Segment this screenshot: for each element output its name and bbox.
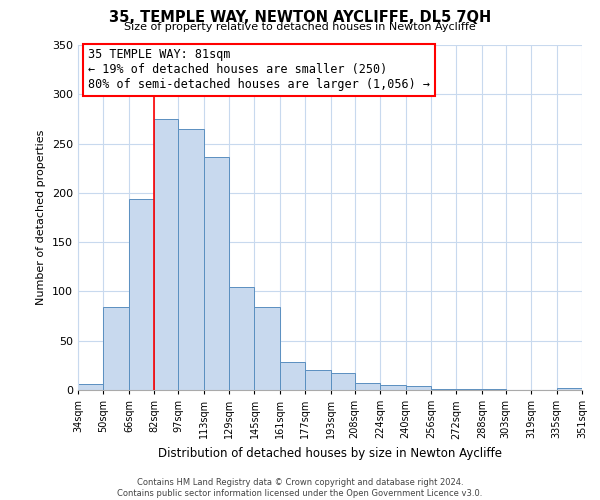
Bar <box>280 362 305 390</box>
Bar <box>457 389 482 390</box>
Bar <box>254 307 280 390</box>
Text: Size of property relative to detached houses in Newton Aycliffe: Size of property relative to detached ho… <box>124 22 476 32</box>
Bar <box>229 286 254 390</box>
Bar <box>305 370 331 390</box>
Bar <box>154 119 178 390</box>
Bar <box>331 373 355 390</box>
Bar <box>482 389 506 390</box>
Bar <box>380 385 406 390</box>
Bar <box>129 199 154 390</box>
Bar <box>103 307 129 390</box>
Bar <box>178 129 203 390</box>
Text: Contains HM Land Registry data © Crown copyright and database right 2024.
Contai: Contains HM Land Registry data © Crown c… <box>118 478 482 498</box>
Bar <box>557 388 582 390</box>
Bar <box>431 389 457 390</box>
Bar <box>78 384 103 390</box>
Bar <box>355 383 380 390</box>
Bar <box>203 158 229 390</box>
Text: 35, TEMPLE WAY, NEWTON AYCLIFFE, DL5 7QH: 35, TEMPLE WAY, NEWTON AYCLIFFE, DL5 7QH <box>109 10 491 25</box>
Y-axis label: Number of detached properties: Number of detached properties <box>37 130 46 305</box>
Text: 35 TEMPLE WAY: 81sqm
← 19% of detached houses are smaller (250)
80% of semi-deta: 35 TEMPLE WAY: 81sqm ← 19% of detached h… <box>88 48 430 92</box>
Bar <box>406 386 431 390</box>
X-axis label: Distribution of detached houses by size in Newton Aycliffe: Distribution of detached houses by size … <box>158 447 502 460</box>
